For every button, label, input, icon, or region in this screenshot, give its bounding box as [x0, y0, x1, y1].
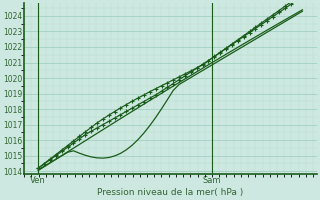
X-axis label: Pression niveau de la mer( hPa ): Pression niveau de la mer( hPa )	[97, 188, 244, 197]
